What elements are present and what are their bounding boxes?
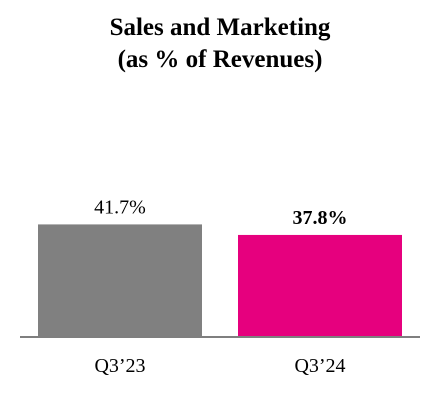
category-label-2: Q3’24 — [294, 355, 345, 377]
bar-1 — [38, 224, 202, 337]
category-label-1: Q3’23 — [94, 355, 145, 377]
chart-subtitle: (as % of Revenues) — [117, 46, 323, 73]
value-label-1: 41.7% — [94, 196, 146, 218]
chart-title: Sales and Marketing (as % of Revenues) — [0, 12, 440, 76]
labels-group: 41.7% Q3’23 37.8% Q3’24 — [94, 196, 347, 377]
bar-2 — [238, 234, 402, 337]
bars-group — [38, 224, 402, 337]
value-label-2: 37.8% — [293, 207, 348, 229]
chart-title-line-1: Sales and Marketing — [109, 14, 331, 41]
